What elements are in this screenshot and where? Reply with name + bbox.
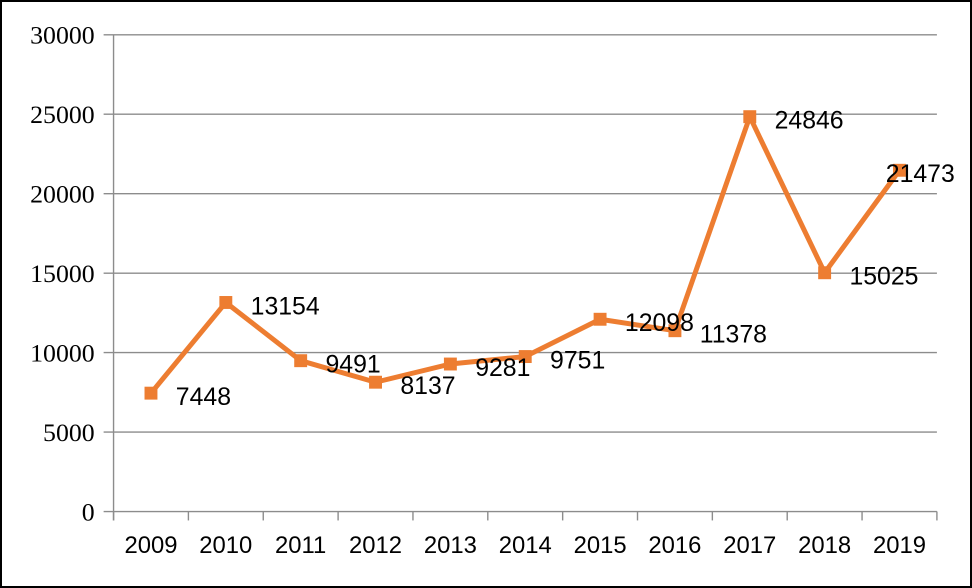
y-tick-label: 10000 xyxy=(30,339,95,368)
data-point-marker-2019 xyxy=(893,163,906,177)
data-point-marker-2011 xyxy=(294,354,308,368)
x-tick-label: 2016 xyxy=(648,532,701,559)
data-point-marker-2018 xyxy=(818,266,832,280)
data-point-marker-2009 xyxy=(144,386,158,400)
data-point-marker-2015 xyxy=(593,312,607,326)
y-tick-label: 20000 xyxy=(30,180,95,209)
axes-group xyxy=(112,34,938,521)
data-label-2013: 9281 xyxy=(475,355,530,382)
y-tick-label: 25000 xyxy=(30,100,95,129)
data-point-marker-2016 xyxy=(668,324,682,338)
y-tick-label: 5000 xyxy=(43,418,95,447)
x-tick-label: 2009 xyxy=(124,532,177,559)
data-label-2018: 15025 xyxy=(849,264,918,291)
x-tick-label: 2017 xyxy=(723,532,776,559)
data-label-2010: 13154 xyxy=(251,293,320,320)
data-point-marker-2017 xyxy=(743,110,757,124)
x-tick-label: 2012 xyxy=(349,532,402,559)
data-point-marker-2014 xyxy=(518,350,532,364)
data-label-2011: 9491 xyxy=(326,352,381,379)
series-group xyxy=(144,110,906,400)
data-labels-group: 7448 13154 9491 8137 9281 9751 12098 11378 24846… xyxy=(176,108,955,411)
x-tick-label: 2010 xyxy=(199,532,252,559)
x-tick-label: 2014 xyxy=(499,532,552,559)
data-label-2014: 9751 xyxy=(550,347,605,374)
x-tick-label: 2011 xyxy=(275,532,326,559)
data-label-2019: 21473 xyxy=(886,161,955,188)
gridlines-group xyxy=(103,34,937,513)
x-tick-label: 2018 xyxy=(798,532,851,559)
data-point-marker-2010 xyxy=(219,296,233,309)
data-label-2017: 24846 xyxy=(775,108,844,135)
x-tick-label: 2015 xyxy=(574,532,627,559)
data-point-marker-2013 xyxy=(443,357,457,371)
x-axis-labels-group: 2009 2010 2011 2012 2013 2014 2015 2016 2017 2018… xyxy=(124,532,926,559)
data-label-2012: 8137 xyxy=(400,373,455,400)
data-label-2009: 7448 xyxy=(176,384,231,411)
y-tick-label: 15000 xyxy=(30,259,95,288)
data-point-marker-2012 xyxy=(369,375,382,389)
data-label-2015: 12098 xyxy=(625,310,694,337)
y-tick-label: 0 xyxy=(82,497,95,526)
y-tick-label: 30000 xyxy=(30,21,95,50)
x-tick-label: 2019 xyxy=(873,532,926,559)
data-label-2016: 11378 xyxy=(700,322,767,349)
x-tick-label: 2013 xyxy=(424,532,477,559)
y-axis-labels-group: 0 5000 10000 15000 20000 25000 30000 xyxy=(30,21,95,527)
